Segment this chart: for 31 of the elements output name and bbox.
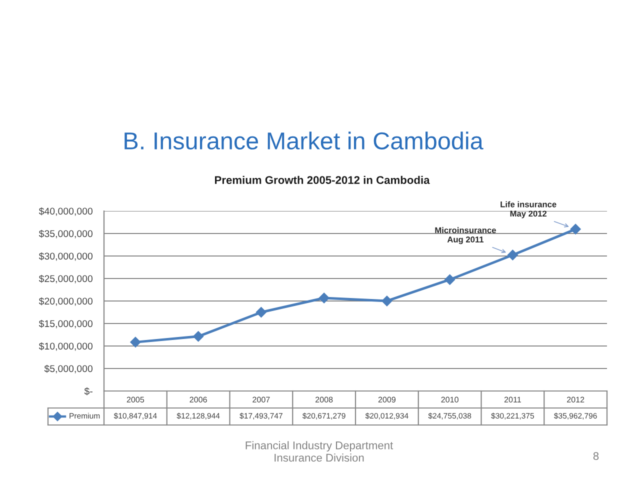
y-tick-label: $15,000,000 <box>38 320 93 328</box>
point <box>130 336 141 348</box>
point <box>193 331 204 342</box>
x-tick-label: 2010 <box>441 396 458 402</box>
chart-title: B. Insurance Market in Cambodia <box>124 132 484 150</box>
y-tick-label: $5,000,000 <box>44 364 93 374</box>
y-tick-label: $10,000,000 <box>38 342 93 351</box>
point <box>507 250 518 260</box>
x-tick-label: 2008 <box>316 396 333 402</box>
x-tick-label: 2012 <box>567 396 584 402</box>
annotation: Microinsurance Aug 2011 <box>435 227 496 244</box>
x-tick-label: 2006 <box>190 396 207 402</box>
text: 8 <box>593 452 599 460</box>
y-tick-label: $- <box>84 387 92 396</box>
text: Financial Industry Department Insurance Division <box>246 441 394 462</box>
y-tick-label: $20,000,000 <box>38 297 93 306</box>
point <box>256 307 266 318</box>
point <box>570 224 581 234</box>
x-tick-label: 2005 <box>126 396 144 402</box>
annotation: Life insurance May 2012 <box>500 201 556 218</box>
point <box>444 274 456 285</box>
x-tick-label: 2009 <box>378 396 396 402</box>
x-tick-label: 2007 <box>252 396 270 402</box>
point <box>382 296 392 306</box>
x-tick-label: 2011 <box>504 396 521 402</box>
y-tick-label: $25,000,000 <box>38 274 93 284</box>
y-tick-label: $30,000,000 <box>38 252 93 261</box>
y-tick-label: $40,000,000 <box>38 207 93 216</box>
y-tick-label: $35,000,000 <box>38 230 93 238</box>
chart-subtitle: Premium Growth 2005-2012 in Cambodia <box>215 176 430 184</box>
point <box>318 292 330 304</box>
